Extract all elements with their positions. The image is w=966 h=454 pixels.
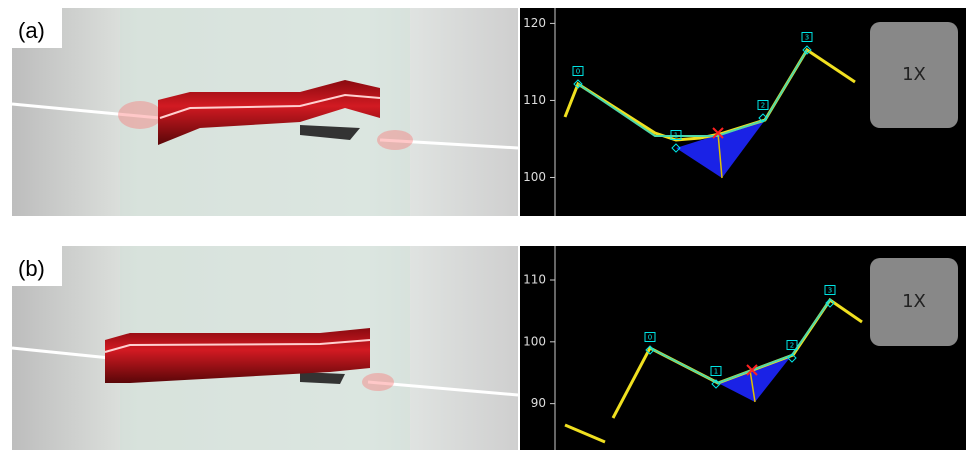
y-tick-label: 100 <box>523 170 546 184</box>
photo-a <box>12 8 518 216</box>
photo-b <box>12 246 518 450</box>
panel-label: (b) <box>18 256 45 281</box>
zoom-button-label[interactable]: 1X <box>902 64 926 85</box>
node-label: 0 <box>648 334 652 342</box>
node-label: 3 <box>805 34 809 42</box>
node-label: 1 <box>714 368 718 376</box>
zoom-button-label[interactable]: 1X <box>902 291 926 312</box>
node-label: 2 <box>790 342 794 350</box>
node-label: 2 <box>761 102 765 110</box>
node-label: 3 <box>828 287 832 295</box>
node-label: 1 <box>674 132 678 140</box>
y-tick-label: 110 <box>523 93 546 107</box>
y-tick-label: 100 <box>523 334 546 348</box>
figure: (a) 100 110 120 0 1 2 3 1X (b) 90 100 110 0 1 2 3 1X <box>0 0 966 450</box>
node-label: 0 <box>576 68 580 76</box>
panel-label: (a) <box>18 18 45 43</box>
y-tick-label: 90 <box>531 396 546 410</box>
plot-a <box>520 8 966 216</box>
y-tick-label: 120 <box>523 16 546 30</box>
plot-b <box>520 246 966 450</box>
y-tick-label: 110 <box>523 273 546 287</box>
